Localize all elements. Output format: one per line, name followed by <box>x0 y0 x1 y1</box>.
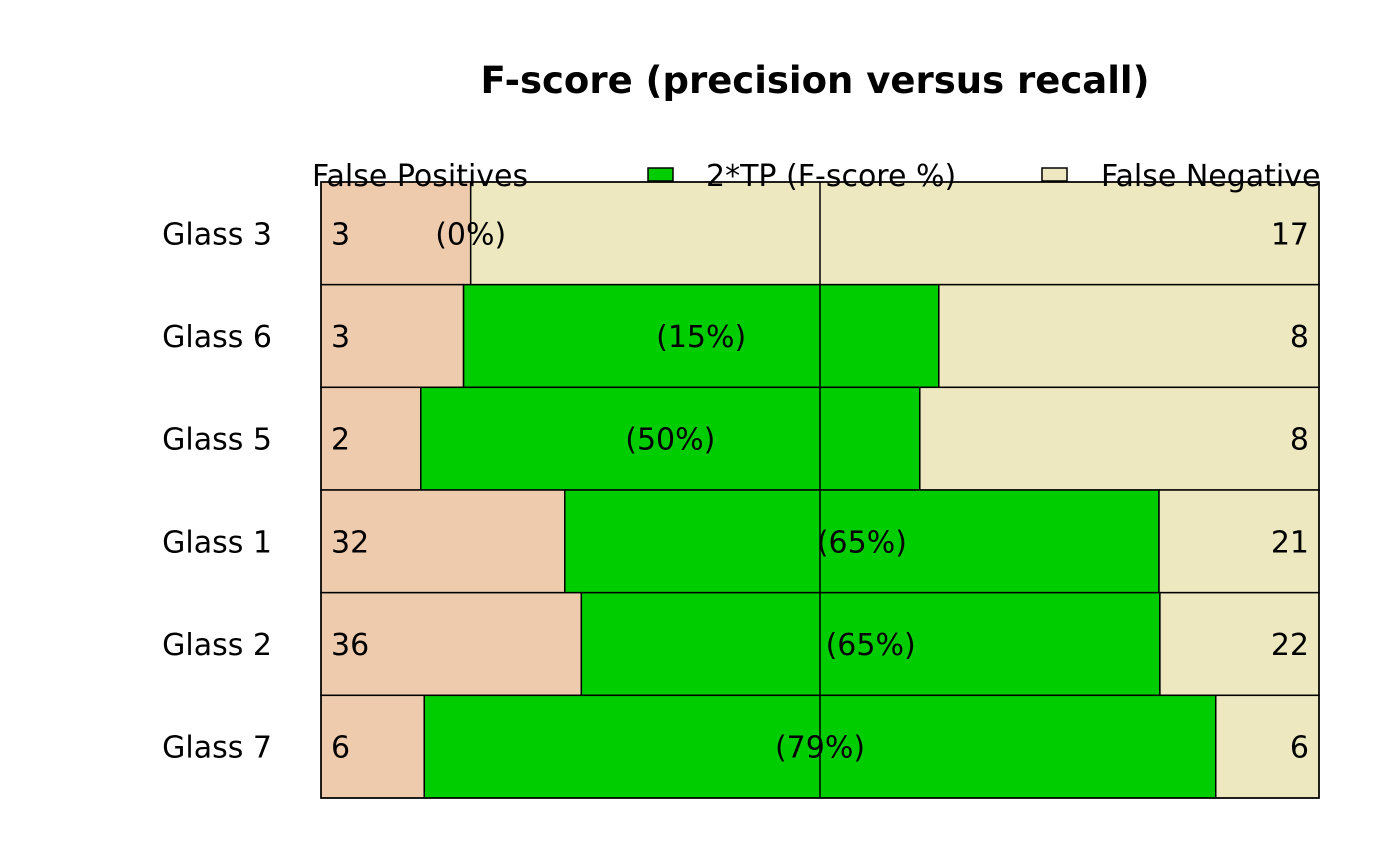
bar-true-positives <box>462 283 940 389</box>
fscore-label: (65%) <box>826 628 916 663</box>
false-positive-count: 32 <box>331 525 369 560</box>
legend: False Positives 2*TP (F-score %) False Neg… <box>312 159 1336 194</box>
false-negative-count: 8 <box>1290 320 1309 355</box>
false-positive-count: 36 <box>331 628 369 663</box>
fscore-label: (50%) <box>625 423 715 458</box>
fscore-label: (15%) <box>656 320 746 355</box>
row-label: Glass 1 <box>162 525 272 560</box>
legend-item: 2*TP (F-score %) <box>706 159 956 194</box>
row-label: Glass 6 <box>162 320 272 355</box>
bar-true-positives <box>580 591 1161 697</box>
false-positive-count: 3 <box>331 217 350 252</box>
false-negative-count: 22 <box>1271 628 1309 663</box>
bar-false-negatives <box>1158 489 1320 594</box>
legend-item: False Positives <box>312 159 528 194</box>
bar-false-negatives <box>938 283 1320 389</box>
bar-false-positives <box>320 181 472 286</box>
false-negative-count: 6 <box>1290 731 1309 766</box>
row-label: Glass 2 <box>162 628 272 663</box>
false-positive-count: 2 <box>331 423 350 458</box>
chart-title: F-score (precision versus recall) <box>480 59 1149 102</box>
false-negative-count: 21 <box>1271 525 1309 560</box>
bars-group: Glass 3 3 17 (0%) Glass 6 3 8 (15%) Glass 5 2 8 (50… <box>162 181 1320 799</box>
false-positive-count: 3 <box>331 320 350 355</box>
bar-false-negatives <box>469 181 1320 286</box>
bar-true-positives <box>420 386 921 491</box>
false-positive-count: 6 <box>331 731 350 766</box>
bar-false-positives <box>320 694 425 799</box>
fscore-label: (65%) <box>817 525 907 560</box>
row-label: Glass 3 <box>162 217 272 252</box>
legend-swatch <box>1041 167 1068 182</box>
bar-false-positives <box>320 283 465 389</box>
false-negative-count: 17 <box>1271 217 1309 252</box>
fscore-label: (0%) <box>435 217 506 252</box>
row-label: Glass 5 <box>162 423 272 458</box>
legend-item: False Negatives <box>1101 159 1336 194</box>
bar-false-positives <box>320 386 422 491</box>
false-negative-count: 8 <box>1290 423 1309 458</box>
bar-false-positives <box>320 489 566 594</box>
legend-swatch <box>647 167 674 182</box>
row-label: Glass 7 <box>162 731 272 766</box>
bar-false-negatives <box>919 386 1320 491</box>
bar-false-negatives <box>1215 694 1320 799</box>
